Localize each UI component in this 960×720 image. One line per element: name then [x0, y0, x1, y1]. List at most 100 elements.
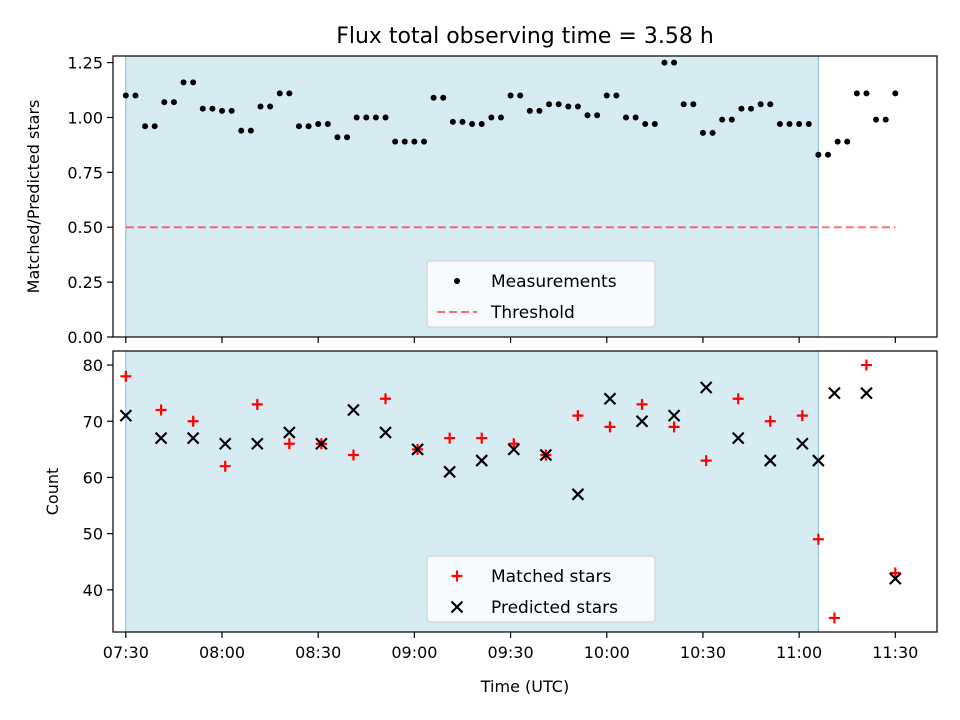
predicted-point — [119, 409, 133, 422]
predicted-point — [539, 448, 553, 462]
y-tick-label: 0.50 — [67, 218, 103, 237]
measurement-point — [863, 90, 870, 97]
measurement-point — [882, 116, 889, 123]
predicted-point — [475, 454, 488, 467]
y-tick-label: 0.75 — [67, 163, 103, 182]
measurement-point — [449, 118, 456, 125]
matched-point — [120, 370, 132, 382]
predicted-point — [860, 386, 873, 400]
measurement-point — [151, 123, 158, 130]
predicted-point — [699, 381, 713, 394]
plot-frame — [112, 350, 938, 633]
measurement-point — [844, 138, 851, 145]
measurement-point — [632, 114, 639, 121]
legend-matched-swatch — [451, 570, 463, 582]
matched-point — [796, 410, 808, 422]
measurement-point — [622, 114, 629, 121]
predicted-point — [812, 454, 825, 467]
measurement-point — [699, 129, 706, 136]
predicted-point — [635, 414, 649, 428]
x-tick-label: 10:00 — [584, 643, 630, 662]
y-tick-label: 60 — [83, 468, 103, 487]
matched-point — [347, 449, 359, 461]
predicted-point — [828, 386, 841, 400]
measurement-point — [584, 112, 591, 119]
measurement-point — [517, 92, 524, 99]
measurement-point — [565, 103, 572, 110]
measurement-point — [170, 99, 177, 106]
predicted-point — [571, 488, 585, 501]
measurement-point — [671, 59, 678, 66]
measurement-point — [488, 114, 495, 121]
matched-point — [889, 567, 901, 579]
predicted-point — [315, 437, 328, 451]
y-tick-label: 0.25 — [67, 273, 103, 292]
measurement-point — [190, 79, 197, 86]
x-tick-label: 09:30 — [488, 643, 534, 662]
matched-point — [155, 404, 167, 416]
predicted-point — [603, 392, 617, 406]
x-tick-label: 08:00 — [199, 643, 245, 662]
legend-label: Predicted stars — [491, 598, 618, 618]
measurement-point — [411, 138, 418, 145]
measurement-point — [238, 127, 245, 134]
measurement-point — [526, 107, 533, 114]
x-tick-label: 11:30 — [872, 643, 918, 662]
predicted-point — [507, 443, 521, 456]
matched-point — [251, 398, 263, 410]
y-axis-label: Matched/Predicted stars — [24, 100, 43, 294]
measurement-point — [555, 101, 562, 108]
measurement-point — [382, 114, 389, 121]
x-tick-label: 11:00 — [776, 643, 822, 662]
matched-point — [860, 359, 872, 371]
predicted-point — [796, 437, 809, 451]
measurement-point — [305, 123, 312, 130]
matched-point — [219, 460, 231, 472]
measurement-point — [680, 101, 687, 108]
measurement-point — [796, 121, 803, 128]
matched-point — [283, 438, 295, 450]
measurement-point — [738, 105, 745, 112]
y-tick-label: 50 — [83, 525, 103, 544]
measurement-point — [421, 138, 428, 145]
predicted-point — [154, 431, 168, 445]
measurement-point — [392, 138, 399, 145]
y-tick-label: 80 — [83, 356, 103, 375]
measurement-point — [334, 134, 341, 141]
measurement-point — [594, 112, 601, 119]
matched-point — [476, 432, 488, 444]
measurement-point — [247, 127, 254, 134]
x-tick-label: 07:30 — [103, 643, 149, 662]
predicted-point — [411, 443, 424, 456]
y-tick-label: 1.25 — [67, 54, 103, 73]
measurement-point — [709, 129, 716, 136]
matched-point — [828, 612, 840, 624]
predicted-point — [443, 465, 456, 479]
matched-point — [444, 432, 456, 444]
measurement-point — [219, 107, 226, 114]
measurement-point — [209, 105, 216, 112]
x-tick-label: 08:30 — [295, 643, 341, 662]
x-tick-label: 09:00 — [391, 643, 437, 662]
predicted-point — [889, 572, 902, 585]
measurement-point — [353, 114, 360, 121]
predicted-point — [763, 454, 777, 467]
count-panel: 40 50 60 70 80 07:30 08:00 08:30 09:00 09:30 10:00… — [43, 350, 938, 696]
y-tick-label: 1.00 — [67, 108, 103, 127]
measurement-point — [748, 105, 755, 112]
legend-label: Matched stars — [491, 567, 611, 587]
predicted-point — [667, 409, 681, 422]
measurement-point — [824, 151, 831, 158]
matched-point — [572, 410, 584, 422]
measurement-point — [776, 121, 783, 128]
measurement-point — [497, 114, 504, 121]
measurement-point — [372, 114, 379, 121]
measurement-point — [401, 138, 408, 145]
measurement-point — [295, 123, 302, 130]
measurement-point — [786, 121, 793, 128]
ratio-panel: 0.00 0.25 0.50 0.75 1.00 1.25 Matched/Predicte… — [24, 54, 938, 347]
measurement-point — [603, 92, 610, 99]
predicted-point — [251, 437, 264, 451]
y-axis-label: Count — [43, 468, 62, 516]
